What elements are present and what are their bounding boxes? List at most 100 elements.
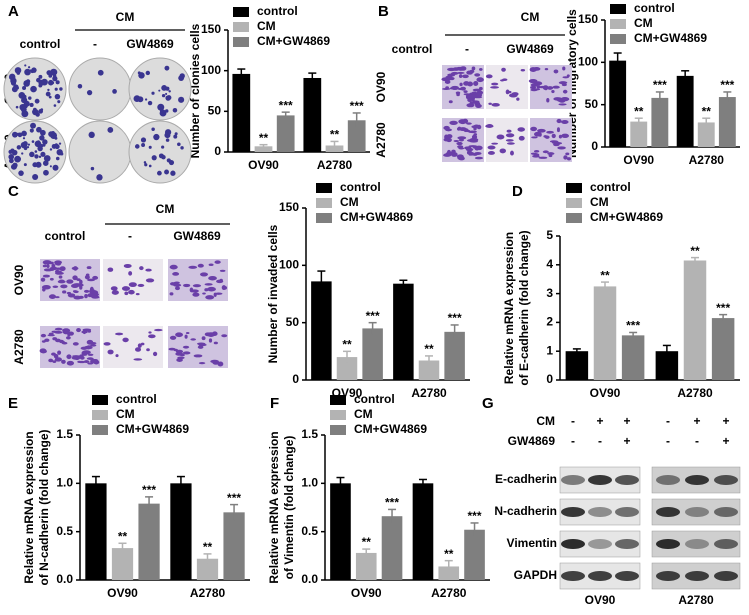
colony: [40, 108, 44, 111]
cell: [51, 352, 56, 356]
cell: [449, 120, 458, 125]
bar: [711, 318, 735, 380]
cell: [198, 362, 206, 365]
y-tick-label: 2: [546, 315, 553, 329]
colony: [10, 148, 15, 153]
cell: [208, 338, 213, 343]
cell: [128, 289, 135, 295]
blot-band: [656, 507, 680, 517]
cell: [456, 141, 463, 146]
cell: [58, 275, 63, 279]
cell: [478, 86, 483, 91]
colony: [53, 104, 57, 107]
cell: [450, 85, 459, 90]
cell: [152, 351, 158, 357]
cell: [43, 268, 53, 272]
cell: [51, 263, 56, 269]
cell: [66, 360, 74, 366]
bar: [621, 335, 645, 380]
cell: [81, 350, 91, 355]
cell: [137, 283, 145, 287]
cell: [479, 67, 483, 71]
cell: [42, 274, 50, 278]
panel-letter: C: [8, 183, 19, 200]
bar: [718, 97, 736, 147]
colony: [165, 86, 170, 91]
error-bar: [388, 508, 397, 523]
colony: [22, 85, 27, 90]
cell: [146, 348, 150, 352]
cell: [530, 83, 538, 87]
error-bar: [425, 355, 433, 366]
legend-label: CM: [590, 195, 609, 209]
blot-band: [685, 475, 709, 485]
row-label: OV90: [12, 264, 26, 295]
cell: [205, 295, 215, 300]
column-label: -: [93, 37, 97, 51]
cell: [542, 150, 549, 154]
significance-label: **: [330, 128, 340, 142]
colony: [29, 128, 34, 133]
bar: [444, 331, 465, 380]
y-axis-label: Relative mRNA expression: [22, 431, 36, 583]
bar: [170, 483, 192, 580]
cell: [86, 357, 94, 360]
significance-label: ***: [716, 301, 730, 315]
colony: [164, 65, 170, 71]
cell: [134, 347, 142, 352]
cell: [115, 354, 119, 358]
legend-swatch: [233, 37, 249, 47]
colony: [14, 67, 22, 74]
error-bar: [634, 117, 643, 125]
cell: [66, 291, 72, 295]
colony: [54, 144, 60, 150]
bar: [381, 516, 403, 580]
bar: [276, 115, 295, 152]
cell: [66, 279, 74, 284]
band-label: GAPDH: [514, 568, 557, 582]
cell: [208, 263, 214, 266]
cell: [558, 81, 568, 85]
significance-label: **: [203, 540, 213, 554]
colony: [144, 98, 148, 101]
cell: [530, 126, 538, 132]
cell: [148, 331, 152, 334]
colony: [21, 130, 27, 137]
cell: [441, 87, 451, 90]
cell: [546, 98, 550, 103]
cell: [500, 79, 505, 82]
colony: [174, 132, 178, 136]
colony: [48, 73, 53, 78]
blot-band: [588, 507, 612, 517]
cell: [469, 140, 478, 143]
cell: [474, 156, 484, 160]
legend-label: control: [340, 180, 381, 194]
colony: [17, 157, 21, 161]
treatment-sign: -: [571, 414, 575, 428]
colony: [173, 134, 178, 139]
cell: [505, 133, 515, 138]
colony: [43, 169, 49, 176]
bar: [418, 360, 440, 380]
cell: [188, 265, 198, 269]
colony: [164, 169, 169, 175]
cell: [87, 345, 91, 348]
legend-swatch: [330, 410, 346, 420]
y-tick-label: 3: [546, 286, 553, 300]
error-bar: [362, 548, 371, 557]
cell: [213, 292, 217, 297]
colony: [16, 145, 22, 150]
bar: [336, 357, 358, 380]
x-tick-label: A2780: [190, 586, 226, 600]
bar: [362, 328, 383, 380]
cell: [556, 118, 562, 124]
colony: [161, 145, 165, 149]
legend-label: CM+GW4869: [340, 210, 413, 224]
treatment-sign: -: [666, 434, 670, 448]
y-axis-label: of Vimentin (fold change): [282, 436, 296, 580]
colony: [77, 83, 83, 89]
legend-swatch: [330, 425, 346, 435]
y-tick-label: 0.0: [301, 572, 318, 586]
colony: [31, 140, 35, 143]
y-axis-label: Number of invaded cells: [266, 224, 280, 363]
